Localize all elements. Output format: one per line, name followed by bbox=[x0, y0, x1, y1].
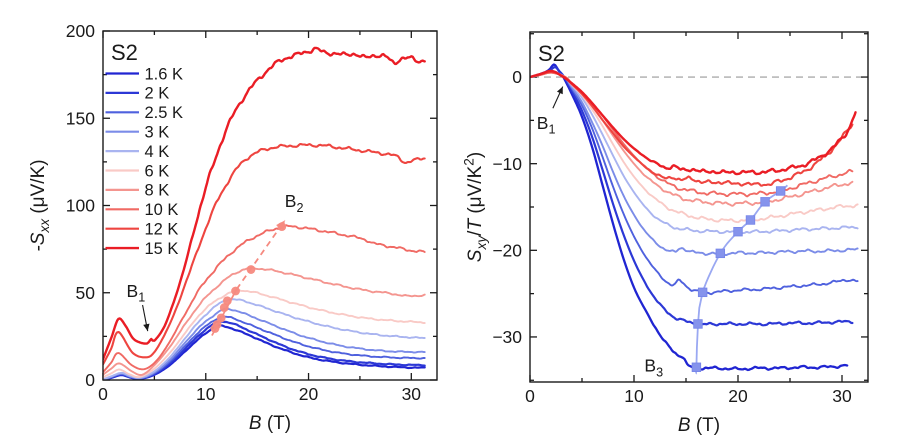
minimum-marker-square bbox=[693, 319, 703, 329]
data-curve-15K bbox=[103, 46, 426, 361]
data-curve-6K bbox=[103, 288, 426, 379]
legend-label: 8 K bbox=[145, 182, 170, 200]
annotation-label-1: B1 bbox=[537, 113, 556, 137]
y-tick-label: −20 bbox=[492, 240, 522, 260]
x-tick-label: 30 bbox=[832, 386, 852, 406]
legend-label: 2 K bbox=[145, 85, 170, 103]
minimum-marker-square bbox=[760, 197, 770, 207]
minimum-marker-square bbox=[775, 186, 786, 196]
curves-group bbox=[103, 46, 426, 380]
axes-frame bbox=[102, 30, 438, 381]
peak-marker-circle bbox=[246, 265, 256, 274]
trend-dashed-line bbox=[235, 219, 286, 290]
marker-connecting-line bbox=[695, 184, 789, 375]
data-curve-12K bbox=[530, 70, 854, 187]
minimum-marker-square bbox=[745, 215, 756, 225]
axes-frame bbox=[529, 31, 869, 383]
legend-label: 3 K bbox=[145, 123, 170, 141]
legend-label: 12 K bbox=[145, 220, 179, 238]
x-tick-label: 30 bbox=[402, 384, 422, 404]
x-tick-label: 20 bbox=[299, 384, 319, 404]
panel-title: S2 bbox=[538, 41, 565, 66]
x-axis-title: B (T) bbox=[678, 415, 720, 436]
legend-label: 2.5 K bbox=[145, 104, 184, 122]
panel-right: 0 10 20 30 0 −10 −20 −30 B1 B3 S2 B (T) Sxy/T (μV/K2… bbox=[461, 31, 869, 436]
annotation-label-1: B1 bbox=[127, 281, 146, 305]
y-axis-title: -Sxx (μV/K) bbox=[28, 159, 52, 251]
annotation-label-2: B3 bbox=[644, 356, 663, 380]
peak-marker-circle bbox=[277, 222, 287, 232]
x-tick-label: 10 bbox=[196, 384, 216, 404]
legend-label: 10 K bbox=[145, 201, 179, 219]
y-tick-label: 100 bbox=[66, 196, 95, 216]
annotation-label-2: B2 bbox=[285, 191, 304, 215]
x-tick-label: 0 bbox=[98, 384, 108, 404]
data-curve-10K bbox=[103, 224, 426, 374]
x-tick-label: 20 bbox=[728, 386, 748, 406]
minimum-marker-square bbox=[733, 226, 743, 237]
y-tick-label: 50 bbox=[76, 283, 96, 303]
data-curve-3K bbox=[530, 70, 859, 257]
panel-left: 0 10 20 30 0 50 100 150 200 B1 B2 1.6 K 2 K2.5 K3 K 4… bbox=[28, 21, 438, 434]
y-tick-label: −10 bbox=[492, 154, 522, 174]
peak-marker-circle bbox=[222, 296, 232, 306]
y-tick-label: 150 bbox=[66, 108, 95, 128]
annotation-arrowhead bbox=[143, 323, 150, 332]
x-tick-label: 0 bbox=[525, 386, 535, 406]
data-curve-8K bbox=[103, 266, 426, 376]
data-curve-4K bbox=[103, 298, 426, 380]
annotation-arrowhead bbox=[556, 86, 563, 95]
minimum-marker-square bbox=[691, 362, 702, 372]
data-curve-12K bbox=[103, 142, 426, 366]
minimum-marker-square bbox=[697, 287, 708, 298]
y-axis-title: Sxy/T (μV/K2) bbox=[461, 152, 489, 262]
legend-label: 15 K bbox=[145, 240, 179, 258]
y-tick-label: 200 bbox=[66, 21, 95, 41]
legend: 1.6 K 2 K2.5 K3 K 4 K6 K 8 K10 K12 K 15 K bbox=[105, 65, 184, 258]
peak-marker-circle bbox=[219, 303, 229, 312]
peak-marker-circle bbox=[231, 286, 240, 296]
y-tick-label: −30 bbox=[492, 327, 522, 347]
peak-marker-circle bbox=[216, 313, 226, 323]
legend-label: 6 K bbox=[145, 162, 170, 180]
data-curve-15K bbox=[530, 69, 857, 176]
legend-label: 1.6 K bbox=[145, 65, 184, 83]
legend-label: 4 K bbox=[145, 143, 170, 161]
y-tick-label: 0 bbox=[512, 67, 522, 87]
peak-marker-circle bbox=[212, 320, 222, 329]
curves-group bbox=[530, 63, 859, 372]
panel-title: S2 bbox=[111, 40, 138, 65]
data-curve-4K bbox=[530, 70, 859, 235]
x-tick-label: 10 bbox=[624, 386, 644, 406]
minimum-marker-square bbox=[715, 248, 726, 259]
x-axis-title: B (T) bbox=[249, 413, 291, 434]
data-curve-3K bbox=[103, 307, 426, 380]
y-tick-label: 0 bbox=[85, 370, 95, 390]
data-curve-2.5K bbox=[530, 70, 859, 296]
data-curve-6K bbox=[530, 71, 859, 224]
